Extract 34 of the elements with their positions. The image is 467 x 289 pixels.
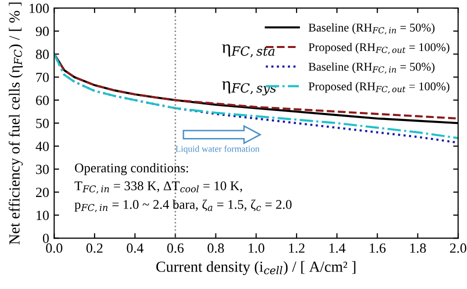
x-axis-title: Current density (i$_{cell}$) / [ A/cm² ]	[156, 261, 356, 276]
x-tick-label: 1.2	[289, 243, 304, 253]
y-tick-label: 0	[42, 234, 49, 244]
x-tick-label: 0.2	[86, 243, 102, 253]
x-tick-label: 1.0	[248, 243, 264, 253]
y-tick-label: 90	[36, 26, 49, 36]
x-tick-label: 1.6	[370, 243, 386, 253]
y-axis-title: Net efficiency of fuel cells (η$_{FC}$) / [ % ]	[8, 2, 23, 244]
annotation: η$_{FC,sta}$	[222, 44, 275, 58]
y-tick-label: 60	[36, 96, 49, 106]
legend-label: Baseline (RH$_{FC,in}$ = 50%)	[308, 62, 434, 74]
y-tick-label: 70	[36, 72, 49, 82]
y-tick-label: 100	[30, 4, 49, 14]
annotation: η$_{FC,sys}$	[222, 81, 276, 96]
annotation: p$_{FC,in}$ = 1.0 ~ 2.4 bara, ζ$_{a}$ = 1.5, ζ$_{c}$ = 2.0	[74, 200, 292, 212]
x-tick-label: 1.4	[329, 243, 346, 253]
legend-label: Baseline (RH$_{FC,in}$ = 50%)	[308, 23, 434, 34]
y-tick-label: 20	[36, 188, 49, 198]
y-tick-label: 40	[36, 142, 49, 152]
y-tick-label: 10	[36, 210, 49, 220]
x-tick-label: 0.8	[208, 243, 224, 253]
x-tick-label: 0.0	[46, 243, 62, 253]
x-tick-label: 2.0	[450, 243, 466, 253]
y-tick-label: 80	[36, 50, 49, 60]
x-tick-label: 0.6	[167, 243, 184, 253]
annotation: Liquid water formation	[176, 145, 260, 154]
y-tick-label: 30	[36, 164, 49, 174]
legend-label: Proposed (RH$_{FC,out}$ = 100%)	[308, 82, 450, 94]
x-tick-label: 0.4	[126, 243, 144, 253]
annotation: Operating conditions:	[74, 163, 188, 176]
annotation: T$_{FC,in}$ = 338 K, ΔT$_{cool}$ = 10 K,	[74, 181, 242, 194]
x-tick-label: 1.8	[410, 243, 426, 253]
legend-label: Proposed (RH$_{FC,out}$ = 100%)	[308, 42, 450, 54]
y-tick-label: 50	[36, 118, 49, 128]
